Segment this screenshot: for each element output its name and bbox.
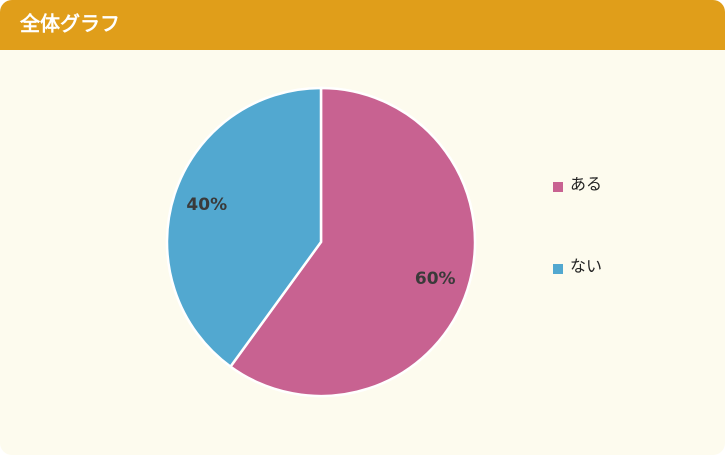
data-label: 60%: [415, 269, 456, 289]
legend-swatch: [553, 264, 563, 274]
data-label: 40%: [186, 195, 227, 215]
legend-swatch: [553, 182, 563, 192]
pie-slice: [165, 86, 323, 369]
chart-title: 全体グラフ: [19, 12, 120, 36]
header-bar: [0, 0, 725, 50]
pie-slice: [228, 86, 477, 398]
legend-label: ある: [570, 175, 602, 194]
legend-label: ない: [570, 257, 602, 276]
